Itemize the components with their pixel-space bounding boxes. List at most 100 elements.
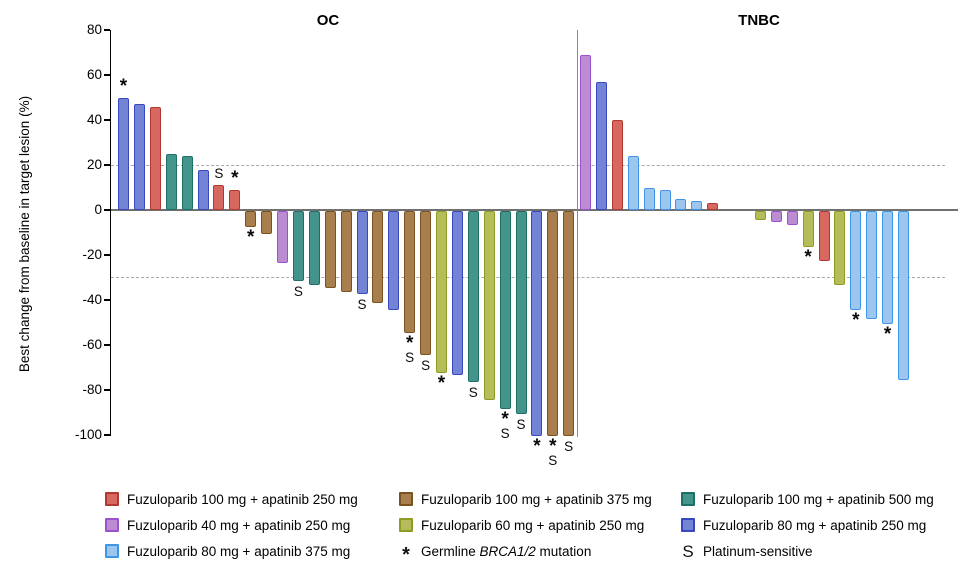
y-tick-label: -40 xyxy=(82,292,102,307)
bar-flag: S xyxy=(353,297,372,312)
bar xyxy=(563,211,575,436)
bar xyxy=(149,106,161,210)
legend-item: Fuzuloparib 80 mg + apatinib 250 mg xyxy=(681,512,934,538)
bar xyxy=(754,211,766,220)
bar-flag: * xyxy=(799,248,818,267)
bar xyxy=(261,211,273,234)
y-tick-label: 0 xyxy=(94,202,102,217)
reference-line xyxy=(111,164,945,166)
legend-label: Fuzuloparib 40 mg + apatinib 250 mg xyxy=(127,517,351,533)
bar xyxy=(245,211,257,227)
bar xyxy=(420,211,432,355)
bar-flag: S xyxy=(512,417,531,432)
platinum-sensitive-flag: S xyxy=(421,358,431,373)
brca-mutation-star: * xyxy=(231,167,239,189)
y-tick-label: 20 xyxy=(86,157,102,172)
y-tick xyxy=(104,119,110,121)
legend-column: Fuzuloparib 100 mg + apatinib 500 mg Fuzu… xyxy=(681,486,934,564)
bar xyxy=(356,211,368,295)
y-tick xyxy=(104,389,110,391)
y-tick xyxy=(104,344,110,346)
legend-item: * Germline BRCA1/2 mutation xyxy=(399,538,652,566)
bar-flag: * xyxy=(432,374,451,393)
platinum-sensitive-flag: S xyxy=(564,439,574,454)
platinum-sensitive-flag: S xyxy=(293,283,303,299)
platinum-sensitive-flag: S xyxy=(357,297,367,313)
legend-item: S Platinum-sensitive xyxy=(681,538,934,564)
legend-label: Fuzuloparib 80 mg + apatinib 250 mg xyxy=(703,517,927,533)
legend-label: Fuzuloparib 100 mg + apatinib 500 mg xyxy=(703,491,934,507)
platinum-s-symbol: S xyxy=(682,541,694,561)
legend-swatch-purple xyxy=(105,518,119,532)
platinum-sensitive-flag: S xyxy=(468,385,478,400)
legend-item: Fuzuloparib 60 mg + apatinib 250 mg xyxy=(399,512,652,538)
legend-label: Fuzuloparib 80 mg + apatinib 375 mg xyxy=(127,543,351,559)
y-tick xyxy=(104,434,110,436)
group-title-tnbc: TNBC xyxy=(738,12,780,29)
bar xyxy=(165,153,177,210)
group-title-oc: OC xyxy=(316,12,340,29)
legend-swatch-teal xyxy=(681,492,695,506)
bar xyxy=(882,211,894,324)
y-tick-label: 80 xyxy=(86,22,102,37)
bar xyxy=(340,211,352,292)
legend-item: Fuzuloparib 40 mg + apatinib 250 mg xyxy=(105,512,358,538)
y-tick xyxy=(104,209,110,211)
bar xyxy=(866,211,878,319)
brca-mutation-star: * xyxy=(405,332,414,354)
y-tick-label: -20 xyxy=(82,247,102,262)
bar xyxy=(277,211,288,263)
bar xyxy=(659,189,671,210)
y-tick-label: -100 xyxy=(74,427,102,442)
legend-swatch-red xyxy=(105,492,119,506)
bar xyxy=(818,211,830,261)
reference-line xyxy=(111,277,945,278)
bar xyxy=(802,211,814,247)
bar xyxy=(531,211,543,436)
bar xyxy=(834,211,846,286)
legend-item: Fuzuloparib 80 mg + apatinib 375 mg xyxy=(105,538,358,564)
bar-flag: S xyxy=(559,439,578,454)
bar-flag: S xyxy=(464,385,483,400)
brca-mutation-star: * xyxy=(549,436,557,457)
y-tick xyxy=(104,164,110,166)
bar-flag: * xyxy=(846,310,865,331)
bar-flag: S xyxy=(416,358,435,373)
platinum-sensitive-flag: S xyxy=(548,453,558,468)
bar-flag: * xyxy=(527,436,546,457)
bar-flag: * S xyxy=(400,332,419,365)
bar xyxy=(308,211,320,286)
zero-axis-line xyxy=(111,209,958,211)
y-tick-label: -60 xyxy=(82,337,102,352)
bar xyxy=(404,211,416,333)
bar xyxy=(213,185,225,210)
brca-mutation-star: * xyxy=(883,323,892,345)
brca-star-symbol: * xyxy=(402,544,410,566)
bar xyxy=(707,203,719,210)
bar xyxy=(595,81,607,210)
legend-column: Fuzuloparib 100 mg + apatinib 250 mg Fuzu… xyxy=(105,486,358,564)
legend-swatch-lightblue xyxy=(105,544,119,558)
bar xyxy=(388,211,400,310)
legend-label: Fuzuloparib 100 mg + apatinib 375 mg xyxy=(421,491,652,507)
bar xyxy=(181,156,193,210)
bar-flag: * S xyxy=(543,436,562,468)
bar xyxy=(499,211,511,409)
gene-name-italic: BRCA1/2 xyxy=(479,543,536,559)
brca-mutation-star: * xyxy=(533,436,541,457)
legend-swatch-brown xyxy=(399,492,413,506)
brca-mutation-star: * xyxy=(246,226,255,248)
legend-label: Fuzuloparib 60 mg + apatinib 250 mg xyxy=(421,517,645,533)
brca-mutation-star: * xyxy=(852,310,860,331)
bar xyxy=(770,211,782,223)
group-divider-line xyxy=(576,30,578,437)
bar xyxy=(451,211,463,376)
legend-label: Platinum-sensitive xyxy=(703,543,813,559)
legend-item: Fuzuloparib 100 mg + apatinib 250 mg xyxy=(105,486,358,512)
brca-mutation-star: * xyxy=(501,409,509,430)
legend-item: Fuzuloparib 100 mg + apatinib 500 mg xyxy=(681,486,934,512)
bar xyxy=(786,211,798,225)
bar-flag: S xyxy=(289,284,308,299)
y-tick xyxy=(104,29,110,31)
bar xyxy=(324,211,336,288)
